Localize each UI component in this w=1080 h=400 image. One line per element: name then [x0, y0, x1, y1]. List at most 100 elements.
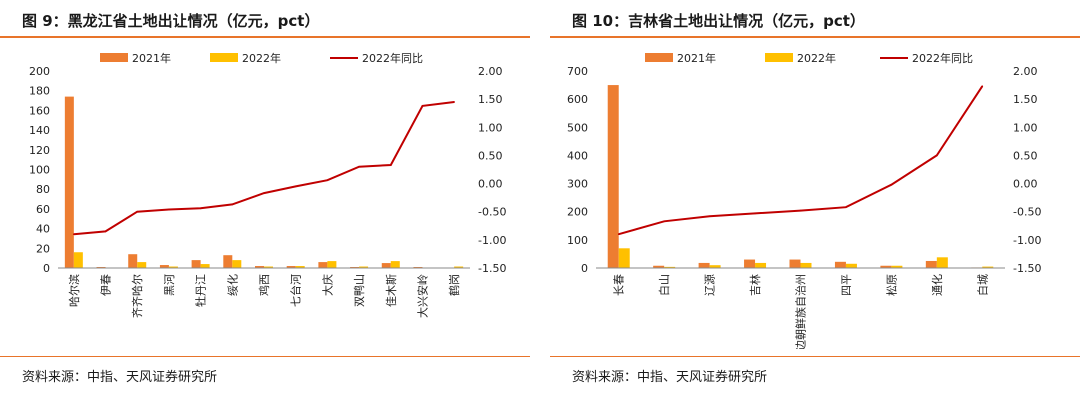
line-point-黑河	[168, 208, 170, 211]
bar-2022年-哈尔滨	[73, 252, 83, 268]
line-point-大兴安岭	[421, 105, 424, 107]
bar-2021年-吉林	[744, 259, 756, 268]
category-label: 延边朝鲜族自治州	[794, 274, 808, 349]
left-axis: 0 100 200 300 400 500 600 700	[567, 65, 588, 275]
bar-2022年-吉林	[755, 262, 767, 268]
line-point-四平	[845, 206, 847, 209]
bar-2021年-松原	[880, 265, 892, 268]
line-point-七台河	[294, 185, 297, 188]
line-point-延边朝鲜族自治州	[799, 209, 802, 212]
line-point-通化	[936, 154, 938, 157]
legend-label: 2022年同比	[912, 51, 973, 65]
category-label: 伊春	[100, 274, 113, 296]
right-tick-label: 0.50	[1013, 149, 1038, 162]
right-tick-label: 1.50	[1013, 93, 1038, 106]
bar-2021年-牡丹江	[191, 260, 201, 268]
left-tick-label: 700	[567, 65, 588, 78]
left-tick-label: 40	[36, 223, 50, 236]
legend-swatch-2021年	[100, 53, 128, 62]
legend-label: 2022年同比	[362, 51, 423, 65]
title-divider	[0, 36, 530, 38]
right-tick-label: 0.00	[478, 178, 503, 191]
category-labels: 长春 白山 辽源 吉林 延边朝鲜族自治州 四平 松原 通化 白城	[613, 274, 990, 349]
legend-swatch-2022年	[210, 53, 238, 62]
right-tick-label: 1.00	[1013, 121, 1038, 134]
figure-9-source: 资料来源：中指、天风证券研究所	[22, 370, 218, 385]
bar-2021年-长春	[607, 85, 619, 268]
category-label: 白山	[657, 274, 671, 296]
title-divider	[550, 36, 1080, 38]
bar-2022年-通化	[936, 257, 948, 268]
legend-label: 2021年	[132, 51, 171, 65]
bar-2021年-辽源	[698, 262, 710, 268]
bar-2022年-绥化	[232, 260, 242, 268]
bar-2022年-松原	[891, 265, 903, 268]
right-tick-label: -1.50	[1013, 262, 1041, 275]
right-tick-label: -0.50	[1013, 206, 1041, 219]
right-tick-label: -1.00	[478, 234, 506, 247]
jilin-land-chart: 2021年 2022年 2022年同比 0 100 200 300 400 500 600 700 -…	[567, 51, 1041, 349]
line-point-绥化	[231, 203, 234, 206]
legend-label: 2022年	[797, 51, 836, 65]
category-label: 绥化	[225, 274, 239, 296]
figure-9-title: 图 9：黑龙江省土地出让情况（亿元，pct）	[22, 12, 320, 30]
bar-2022年-佳木斯	[390, 261, 400, 268]
bar-2021年-大庆	[318, 262, 328, 268]
bar-2021年-哈尔滨	[64, 96, 74, 268]
bar-2022年-黑河	[168, 266, 178, 268]
line-point-伊春	[104, 230, 107, 233]
line-point-松原	[890, 183, 893, 186]
line-point-鹤岗	[453, 101, 455, 103]
source-divider	[0, 356, 530, 357]
category-label: 松原	[884, 274, 898, 296]
right-tick-label: 1.50	[478, 93, 503, 106]
right-axis: -1.50 -1.00 -0.50 0.00 0.50 1.00 1.50 2.00	[478, 65, 506, 275]
legend-label: 2021年	[677, 51, 716, 65]
right-tick-label: 1.00	[478, 121, 503, 134]
bar-2022年-长春	[618, 248, 630, 268]
left-axis: 0 20 40 60 80 100 120 140 160 180 200	[29, 65, 50, 275]
bars	[64, 96, 464, 269]
line-point-辽源	[708, 215, 711, 218]
category-label: 鹤岗	[447, 274, 461, 296]
left-tick-label: 0	[581, 262, 588, 275]
bar-2022年-大庆	[327, 261, 337, 268]
left-tick-label: 160	[29, 104, 50, 117]
left-tick-label: 200	[29, 65, 50, 78]
right-tick-label: 0.50	[478, 149, 503, 162]
legend-swatch-2022年	[765, 53, 793, 62]
line-point-齐齐哈尔	[136, 210, 139, 213]
bar-2022年-牡丹江	[200, 264, 210, 268]
category-label: 鸡西	[257, 274, 271, 296]
line-point-双鸭山	[358, 165, 360, 168]
bar-2021年-七台河	[286, 266, 296, 268]
category-label: 七台河	[289, 274, 303, 307]
bar-2021年-齐齐哈尔	[128, 254, 138, 268]
left-tick-label: 100	[567, 234, 588, 247]
figure-10-source: 资料来源：中指、天风证券研究所	[572, 370, 768, 385]
left-tick-label: 200	[567, 206, 588, 219]
category-label: 辽源	[703, 274, 717, 296]
left-tick-label: 80	[36, 183, 50, 196]
left-tick-label: 600	[567, 93, 588, 106]
bar-2022年-辽源	[709, 265, 721, 268]
category-label: 四平	[840, 274, 853, 296]
bar-2021年-鸡西	[255, 266, 264, 268]
figure-10-title: 图 10：吉林省土地出让情况（亿元，pct）	[572, 12, 865, 30]
line-point-牡丹江	[199, 207, 202, 210]
category-label: 大兴安岭	[416, 274, 430, 318]
figure-9-panel: 图 9：黑龙江省土地出让情况（亿元，pct） 2021年 2022年 2022年同比…	[0, 0, 530, 400]
category-label: 白城	[975, 274, 989, 296]
legend-swatch-2021年	[645, 53, 673, 62]
category-label: 齐齐哈尔	[130, 274, 144, 318]
left-tick-label: 20	[36, 242, 50, 255]
bar-2021年-黑河	[159, 265, 169, 268]
bar-2021年-四平	[834, 261, 846, 268]
category-label: 通化	[930, 274, 944, 296]
bar-2022年-七台河	[295, 266, 305, 268]
line-point-吉林	[754, 212, 756, 215]
category-label: 黑河	[163, 274, 176, 296]
bar-2021年-延边朝鲜族自治州	[789, 259, 801, 268]
right-tick-label: -1.00	[1013, 234, 1041, 247]
